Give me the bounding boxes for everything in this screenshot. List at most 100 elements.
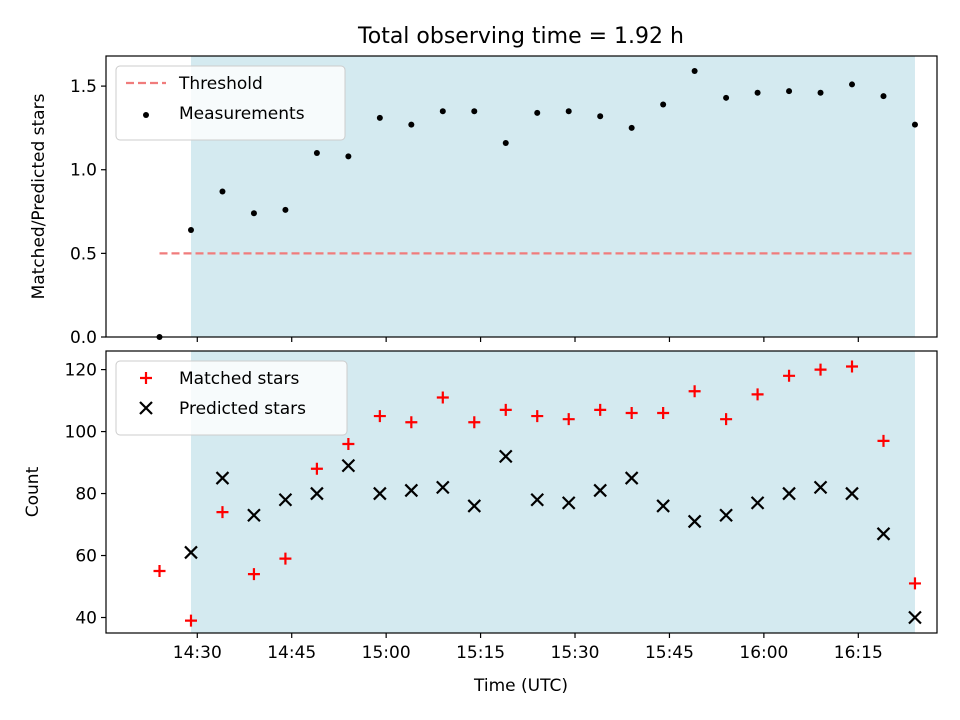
legend-matched-swatch — [140, 372, 152, 384]
legend-label: Threshold — [178, 74, 263, 94]
axes-frame — [105, 55, 938, 338]
predicted-star-point — [624, 471, 639, 485]
measurement-point — [534, 109, 541, 116]
measurement-point — [660, 101, 667, 108]
y-tick-label: 100 — [65, 423, 97, 443]
matched-star-point — [405, 416, 418, 429]
count-panel: 40 60 80 100 120 14:30 14:45 15:00 15:15 15:30 15:… — [23, 350, 938, 663]
legend: Threshold Measurements — [115, 65, 346, 141]
predicted-star-point — [184, 545, 198, 560]
x-tick-label: 15:30 — [551, 643, 600, 663]
x-tick-label: 16:15 — [834, 643, 883, 663]
predicted-star-point — [719, 508, 733, 523]
measurement-point — [439, 108, 446, 115]
matched-star-point — [688, 385, 701, 398]
predicted-star-point — [750, 496, 765, 510]
measurement-point — [786, 88, 793, 95]
measurement-point — [408, 121, 415, 128]
matched-star-point — [594, 403, 607, 416]
y-tick-label: 1.0 — [70, 161, 97, 181]
predicted-star-point — [656, 499, 670, 513]
matched-star-point — [846, 360, 859, 373]
x-tick-label: 14:30 — [173, 643, 222, 663]
ratio-panel: 0.0 0.5 1.0 1.5 Matched/Predicted stars Thres… — [29, 55, 938, 348]
measurement-point — [628, 124, 635, 131]
predicted-star-point — [782, 486, 796, 501]
measurement-point — [754, 89, 761, 96]
legend-label: Measurements — [179, 104, 305, 124]
y-tick-label: 40 — [75, 609, 97, 629]
predicted-star-point — [845, 486, 859, 501]
y-tick-label: 80 — [75, 485, 97, 505]
predicted-star-point — [436, 480, 450, 495]
predicted-star-point — [373, 486, 387, 501]
predicted-star-point — [467, 499, 482, 513]
matched-star-point — [373, 410, 386, 423]
matched-star-point — [247, 568, 260, 581]
predicted-star-point — [593, 483, 607, 498]
legend-measurement-swatch — [143, 112, 149, 118]
matched-star-point — [279, 552, 292, 565]
predicted-star-point — [876, 527, 891, 541]
matched-star-point — [310, 462, 323, 475]
measurement-point — [565, 108, 572, 115]
y-axis-label: Matched/Predicted stars — [29, 93, 49, 299]
legend: Matched stars Predicted stars — [115, 360, 348, 436]
measurement-point — [219, 188, 226, 195]
x-tick-label: 14:45 — [267, 643, 316, 663]
matched-star-point — [468, 416, 481, 429]
matched-star-point — [877, 434, 890, 447]
chart-title: Total observing time = 1.92 h — [357, 24, 684, 49]
predicted-star-point — [687, 514, 702, 529]
measurement-point — [345, 153, 352, 160]
matched-star-point — [184, 614, 197, 627]
predicted-star-point — [310, 486, 324, 501]
predicted-star-point — [813, 480, 828, 495]
x-tick-label: 15:15 — [456, 643, 505, 663]
measurement-point — [817, 89, 824, 96]
legend-label: Matched stars — [179, 369, 299, 389]
predicted-star-point — [561, 496, 576, 510]
measurement-point — [313, 150, 320, 157]
predicted-star-point — [908, 610, 922, 625]
measurement-point — [250, 210, 257, 217]
matched-star-point — [342, 437, 355, 450]
matched-star-point — [562, 413, 575, 426]
x-axis-label: Time (UTC) — [473, 676, 568, 696]
matched-star-point — [499, 403, 512, 416]
measurement-point — [597, 113, 604, 120]
legend-predicted-swatch — [139, 401, 153, 415]
predicted-star-point — [498, 449, 513, 464]
predicted-star-point — [530, 492, 545, 507]
matched-star-point — [531, 410, 544, 423]
matched-star-point — [216, 506, 229, 519]
measurement-point — [723, 94, 730, 101]
matched-star-point — [657, 406, 670, 419]
x-tick-label: 15:00 — [362, 643, 411, 663]
measurement-point — [849, 81, 856, 88]
measurement-point — [502, 139, 509, 146]
y-axis-label: Count — [23, 466, 43, 517]
matched-star-point — [783, 369, 796, 382]
legend-box — [115, 360, 348, 436]
measurement-point — [187, 226, 194, 233]
matched-star-point — [908, 577, 921, 590]
legend-box — [115, 65, 346, 141]
measurement-point — [471, 108, 478, 115]
measurement-point — [376, 114, 383, 121]
x-tick-label: 16:00 — [739, 643, 788, 663]
y-tick-label: 0.5 — [70, 244, 97, 264]
x-tick-label: 15:45 — [645, 643, 694, 663]
predicted-star-point — [341, 458, 356, 473]
measurement-point — [282, 206, 289, 213]
matched-star-point — [814, 363, 827, 376]
predicted-star-point — [278, 492, 293, 507]
axes-frame — [105, 350, 938, 634]
y-tick-label: 0.0 — [70, 328, 97, 348]
measurement-point — [880, 93, 887, 100]
y-tick-label: 1.5 — [70, 77, 97, 97]
y-tick-label: 120 — [65, 361, 97, 381]
measurement-point — [911, 121, 918, 128]
predicted-star-point — [247, 508, 261, 523]
